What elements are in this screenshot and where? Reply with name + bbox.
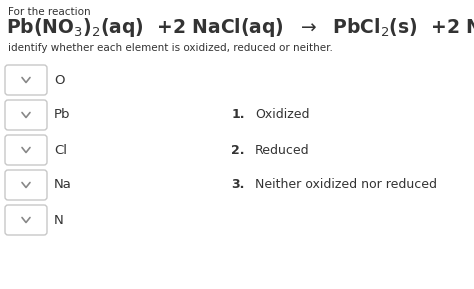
FancyBboxPatch shape xyxy=(5,170,47,200)
Text: Pb(NO$_3$)$_2$(aq)  +2 NaCl(aq)  $\rightarrow$  PbCl$_2$(s)  +2 NaNO$_3$(aq),: Pb(NO$_3$)$_2$(aq) +2 NaCl(aq) $\rightar… xyxy=(6,16,474,39)
Text: O: O xyxy=(54,73,64,86)
FancyBboxPatch shape xyxy=(5,65,47,95)
FancyBboxPatch shape xyxy=(5,205,47,235)
Text: 2.: 2. xyxy=(231,144,245,157)
FancyBboxPatch shape xyxy=(5,100,47,130)
Text: Neither oxidized nor reduced: Neither oxidized nor reduced xyxy=(255,179,437,192)
Text: Na: Na xyxy=(54,179,72,192)
Text: 1.: 1. xyxy=(231,108,245,121)
Text: Pb: Pb xyxy=(54,108,71,121)
Text: identify whether each element is oxidized, reduced or neither.: identify whether each element is oxidize… xyxy=(8,43,333,53)
FancyBboxPatch shape xyxy=(5,135,47,165)
Text: 3.: 3. xyxy=(232,179,245,192)
Text: Cl: Cl xyxy=(54,144,67,157)
Text: Reduced: Reduced xyxy=(255,144,310,157)
Text: Oxidized: Oxidized xyxy=(255,108,310,121)
Text: For the reaction: For the reaction xyxy=(8,7,91,17)
Text: N: N xyxy=(54,214,64,227)
